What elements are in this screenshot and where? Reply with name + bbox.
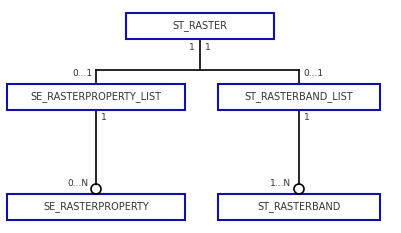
FancyBboxPatch shape [218,84,380,110]
Text: 0...1: 0...1 [72,69,92,79]
Text: ST_RASTERBAND_LIST: ST_RASTERBAND_LIST [245,92,353,103]
Text: SE_RASTERPROPERTY: SE_RASTERPROPERTY [43,202,149,212]
Text: 1: 1 [304,113,310,123]
Text: 1: 1 [101,113,107,123]
Text: 1: 1 [205,42,211,51]
FancyBboxPatch shape [218,194,380,220]
FancyBboxPatch shape [7,194,185,220]
Text: ST_RASTER: ST_RASTER [172,21,227,31]
FancyBboxPatch shape [7,84,185,110]
Text: 1...N: 1...N [270,179,292,188]
Text: SE_RASTERPROPERTY_LIST: SE_RASTERPROPERTY_LIST [30,92,162,103]
Text: 1: 1 [189,42,195,51]
FancyBboxPatch shape [126,13,274,39]
Text: ST_RASTERBAND: ST_RASTERBAND [257,202,341,212]
Text: 0...1: 0...1 [303,69,323,79]
Text: 0...N: 0...N [67,179,89,188]
